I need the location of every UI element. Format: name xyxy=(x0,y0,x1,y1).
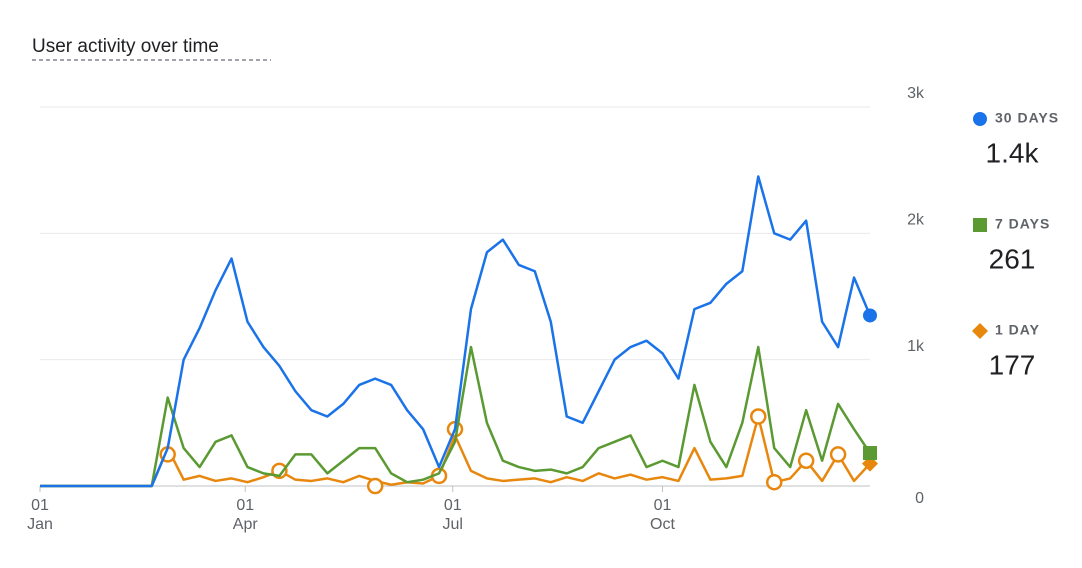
x-tick-label: Jul xyxy=(442,516,462,533)
end-marker xyxy=(863,308,877,323)
anomaly-marker xyxy=(366,477,384,495)
y-tick-label: 0 xyxy=(915,490,924,507)
legend-marker xyxy=(973,112,987,126)
y-tick-label: 2k xyxy=(907,212,925,229)
legend-value: 261 xyxy=(989,243,1036,274)
x-tick-label: 01 xyxy=(31,497,49,514)
x-tick-label: Apr xyxy=(233,516,259,533)
x-tick-label: Oct xyxy=(650,516,675,533)
anomaly-marker xyxy=(829,446,847,463)
chart-title: User activity over time xyxy=(32,36,219,57)
end-marker xyxy=(863,446,877,461)
series-line xyxy=(40,175,872,488)
x-tick-label: 01 xyxy=(654,497,672,514)
series-line xyxy=(40,345,872,488)
legend-value: 1.4k xyxy=(986,137,1040,168)
anomaly-marker xyxy=(765,473,783,491)
anomaly-marker xyxy=(750,408,767,425)
legend-label: 7 DAYS xyxy=(995,216,1050,232)
legend-marker xyxy=(972,323,988,339)
legend-label: 30 DAYS xyxy=(995,110,1059,126)
legend-marker xyxy=(973,218,987,232)
legend-value: 177 xyxy=(989,349,1036,380)
x-tick-label: 01 xyxy=(444,497,462,514)
legend-label: 1 DAY xyxy=(995,322,1040,338)
x-tick-label: 01 xyxy=(236,497,254,514)
x-tick-label: Jan xyxy=(27,516,53,533)
y-tick-label: 1k xyxy=(907,338,925,355)
y-tick-label: 3k xyxy=(907,85,925,102)
anomaly-marker xyxy=(797,452,815,469)
